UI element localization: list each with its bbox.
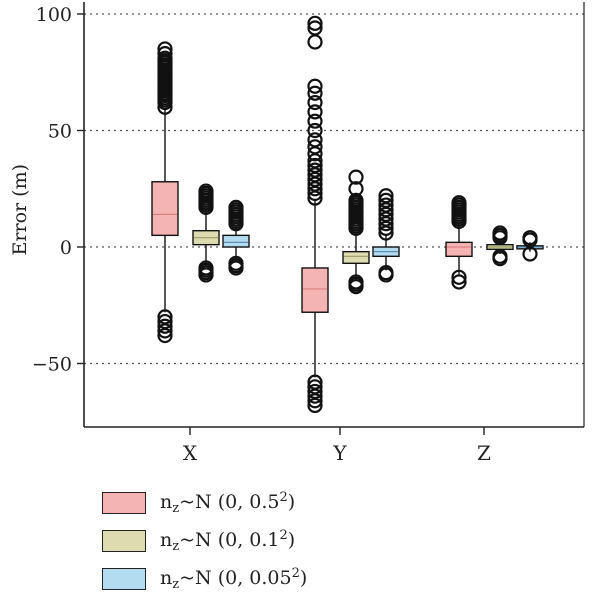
legend-item-2: nz~N (0, 0.052) (102, 560, 307, 598)
outlier-s0-Y-12 (307, 122, 323, 139)
outlier-s1-X-11 (198, 267, 214, 283)
outlier-s0-Y-14 (307, 104, 323, 120)
outlier-s0-Y-20 (307, 15, 323, 31)
y-tick-label-0: 100 (36, 4, 72, 26)
outlier-s1-Z-4 (492, 251, 508, 267)
outlier-s0-Y-15 (307, 94, 323, 111)
outlier-s2-Y-6 (378, 197, 394, 213)
outlier-s0-Y-6 (307, 162, 323, 178)
x-tick-label-2: Z (477, 441, 491, 465)
outlier-s0-Y-10 (307, 139, 323, 155)
x-tick-label-1: Y (332, 441, 347, 465)
legend-label-1: nz~N (0, 0.12) (160, 528, 296, 554)
outlier-s0-Y-16 (307, 85, 323, 101)
legend-swatch-0 (102, 492, 146, 514)
outlier-s0-Z-9 (451, 269, 467, 285)
outlier-s0-Y-11 (307, 132, 323, 148)
outlier-s0-X-20 (157, 50, 173, 66)
outlier-s2-Z-1 (522, 230, 538, 246)
legend-swatch-1 (102, 530, 146, 552)
legend-label-0: nz~N (0, 0.52) (160, 490, 296, 516)
outlier-s0-X-22 (157, 41, 173, 57)
outlier-s0-X-25 (157, 318, 173, 334)
outlier-s2-Y-8 (378, 188, 394, 204)
outlier-s2-Z-2 (522, 246, 538, 262)
outlier-s0-X-21 (157, 46, 173, 62)
outlier-s0-Y-19 (307, 20, 323, 36)
outlier-s0-X-27 (157, 327, 173, 344)
outlier-s0-Y-18 (307, 34, 323, 50)
outlier-s1-Y-14 (348, 169, 364, 185)
box-s0-Y (301, 267, 329, 313)
outlier-s0-Z-8 (451, 195, 467, 211)
legend-label-2: nz~N (0, 0.052) (160, 566, 308, 592)
outlier-s1-Y-13 (348, 181, 364, 197)
y-axis-label: Error (m) (9, 164, 31, 255)
y-tick-label-2: 0 (60, 237, 72, 259)
outlier-s0-Y-26 (307, 397, 323, 414)
outlier-s1-Y-12 (348, 192, 364, 208)
legend-item-1: nz~N (0, 0.12) (102, 522, 307, 560)
box-s2-X (222, 234, 250, 248)
legend: nz~N (0, 0.52) nz~N (0, 0.12) nz~N (0, 0… (102, 484, 307, 598)
outlier-s1-Z-2 (492, 225, 508, 241)
box-plot-chart: 100 50 0 −50 Error (m) X Y Z (9, 2, 585, 465)
outlier-s1-Y-17 (348, 279, 364, 295)
x-tick-label-0: X (183, 441, 198, 465)
box-s0-X (151, 181, 179, 237)
outlier-s2-X-10 (228, 260, 244, 276)
box-s1-Y (342, 250, 370, 265)
legend-swatch-2 (102, 568, 146, 590)
outlier-s2-X-7 (228, 199, 244, 215)
outlier-s2-Y-7 (378, 192, 394, 208)
outlier-s0-Y-17 (307, 78, 323, 94)
outlier-s0-Z-10 (451, 274, 467, 290)
legend-item-0: nz~N (0, 0.52) (102, 484, 307, 522)
outlier-s0-X-26 (157, 323, 173, 339)
box-s0-Z (445, 241, 473, 258)
y-tick-label-1: 50 (48, 121, 72, 143)
outlier-s0-Y-24 (307, 388, 323, 404)
outlier-s1-X-7 (198, 183, 214, 199)
outlier-s0-Y-7 (307, 157, 323, 174)
outlier-s2-Y-10 (378, 267, 394, 283)
outlier-s0-Y-13 (307, 113, 323, 129)
outlier-s0-Y-25 (307, 393, 323, 409)
y-tick-label-3: −50 (32, 354, 72, 376)
